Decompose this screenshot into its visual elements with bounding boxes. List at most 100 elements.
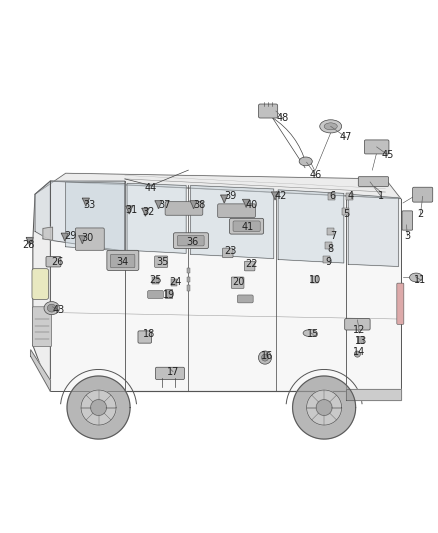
Text: 1: 1 xyxy=(378,191,384,201)
Polygon shape xyxy=(293,376,356,439)
Ellipse shape xyxy=(410,273,423,282)
Text: 11: 11 xyxy=(414,274,427,285)
Ellipse shape xyxy=(44,302,59,314)
FancyBboxPatch shape xyxy=(32,269,49,300)
FancyBboxPatch shape xyxy=(358,177,389,187)
Text: 37: 37 xyxy=(158,200,170,210)
Polygon shape xyxy=(66,182,125,251)
Text: 28: 28 xyxy=(22,240,35,249)
Bar xyxy=(311,276,318,283)
Bar xyxy=(325,242,332,249)
Text: 24: 24 xyxy=(169,277,181,287)
Text: 29: 29 xyxy=(64,231,76,241)
Text: 19: 19 xyxy=(162,290,175,300)
Text: 31: 31 xyxy=(125,205,138,215)
Text: 32: 32 xyxy=(143,207,155,217)
FancyBboxPatch shape xyxy=(75,228,104,251)
Polygon shape xyxy=(50,181,125,251)
FancyBboxPatch shape xyxy=(155,367,184,379)
Text: 23: 23 xyxy=(224,246,236,256)
Bar xyxy=(328,193,335,200)
Polygon shape xyxy=(316,400,332,415)
FancyBboxPatch shape xyxy=(258,104,278,118)
Polygon shape xyxy=(35,173,401,199)
FancyBboxPatch shape xyxy=(155,256,168,268)
FancyBboxPatch shape xyxy=(107,251,139,270)
Text: 35: 35 xyxy=(156,257,168,267)
Circle shape xyxy=(354,351,360,357)
FancyBboxPatch shape xyxy=(230,219,264,234)
Text: 33: 33 xyxy=(84,200,96,210)
Ellipse shape xyxy=(299,157,312,166)
FancyBboxPatch shape xyxy=(237,295,253,303)
FancyBboxPatch shape xyxy=(345,319,370,330)
Text: 3: 3 xyxy=(404,231,410,241)
Bar xyxy=(152,277,159,284)
Polygon shape xyxy=(307,390,342,425)
FancyBboxPatch shape xyxy=(413,187,433,202)
Text: 30: 30 xyxy=(81,233,94,243)
Text: 10: 10 xyxy=(309,274,321,285)
Text: 42: 42 xyxy=(274,191,286,201)
Text: 40: 40 xyxy=(246,200,258,210)
Text: 41: 41 xyxy=(241,222,254,232)
Polygon shape xyxy=(191,185,274,259)
Text: 18: 18 xyxy=(143,329,155,340)
Polygon shape xyxy=(35,181,50,240)
Ellipse shape xyxy=(303,329,317,336)
Text: 38: 38 xyxy=(193,200,205,210)
Bar xyxy=(327,228,334,235)
Bar xyxy=(187,277,190,282)
Polygon shape xyxy=(31,350,50,391)
FancyBboxPatch shape xyxy=(231,277,244,288)
Text: 39: 39 xyxy=(224,191,236,201)
Polygon shape xyxy=(82,198,89,206)
Text: 34: 34 xyxy=(117,257,129,267)
Text: 4: 4 xyxy=(347,191,353,201)
FancyBboxPatch shape xyxy=(397,283,404,324)
Text: 43: 43 xyxy=(53,305,65,316)
FancyBboxPatch shape xyxy=(165,201,203,215)
Polygon shape xyxy=(91,400,106,415)
FancyBboxPatch shape xyxy=(364,140,389,154)
Polygon shape xyxy=(50,181,401,391)
Circle shape xyxy=(261,354,268,361)
Text: 16: 16 xyxy=(261,351,273,361)
FancyBboxPatch shape xyxy=(223,248,233,258)
Text: 48: 48 xyxy=(276,112,289,123)
Text: 9: 9 xyxy=(325,257,332,267)
Text: 5: 5 xyxy=(343,209,349,219)
Text: 47: 47 xyxy=(340,132,352,142)
Bar xyxy=(187,268,190,273)
Text: 22: 22 xyxy=(246,260,258,269)
Bar xyxy=(187,285,190,290)
Text: 46: 46 xyxy=(309,169,321,180)
Text: 13: 13 xyxy=(355,336,367,346)
FancyBboxPatch shape xyxy=(148,290,163,298)
Polygon shape xyxy=(142,208,149,216)
Text: 20: 20 xyxy=(233,277,245,287)
Polygon shape xyxy=(33,181,50,391)
Circle shape xyxy=(258,351,272,364)
Polygon shape xyxy=(26,238,33,246)
FancyBboxPatch shape xyxy=(233,221,260,231)
Polygon shape xyxy=(155,201,162,209)
Text: 17: 17 xyxy=(167,367,179,377)
Text: 12: 12 xyxy=(353,325,365,335)
FancyBboxPatch shape xyxy=(110,254,135,268)
Polygon shape xyxy=(346,389,401,400)
Polygon shape xyxy=(43,227,53,240)
FancyBboxPatch shape xyxy=(173,233,208,248)
FancyBboxPatch shape xyxy=(244,261,255,271)
FancyBboxPatch shape xyxy=(218,204,255,217)
Text: 36: 36 xyxy=(187,237,199,247)
Text: 8: 8 xyxy=(328,244,334,254)
FancyBboxPatch shape xyxy=(177,236,204,246)
Bar xyxy=(342,208,349,215)
Text: 7: 7 xyxy=(330,231,336,241)
Ellipse shape xyxy=(320,120,342,133)
Polygon shape xyxy=(127,183,186,253)
Bar xyxy=(323,256,330,263)
Polygon shape xyxy=(272,192,279,200)
Polygon shape xyxy=(190,201,197,209)
